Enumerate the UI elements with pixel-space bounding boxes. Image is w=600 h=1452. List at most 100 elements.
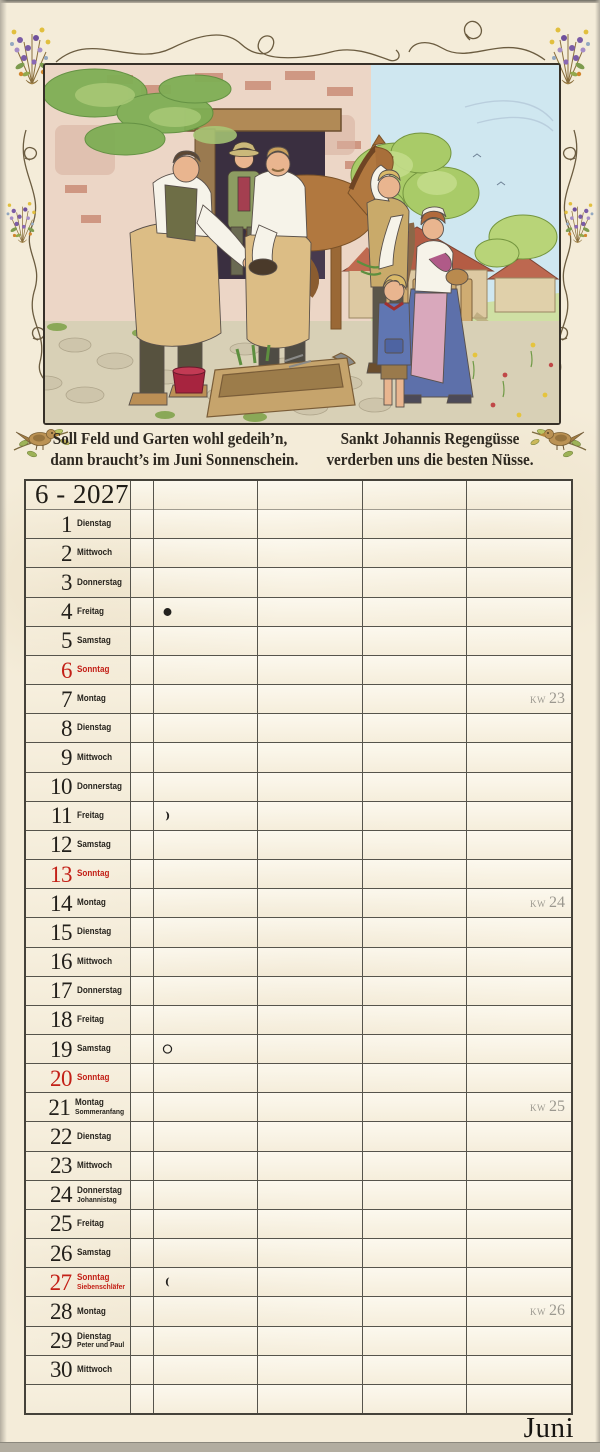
entry-cell[interactable] [466, 918, 571, 947]
entry-cell[interactable] [362, 743, 467, 772]
entry-cell[interactable] [466, 481, 571, 510]
entry-cell[interactable] [154, 1297, 259, 1326]
entry-cell[interactable] [154, 1239, 259, 1268]
entry-cell[interactable] [154, 1384, 259, 1413]
narrow-cell[interactable] [131, 1180, 154, 1209]
entry-cell[interactable] [258, 976, 363, 1005]
entry-cell[interactable] [466, 626, 571, 655]
narrow-cell[interactable] [131, 1005, 154, 1034]
entry-cell[interactable] [154, 714, 259, 743]
entry-cell[interactable] [258, 1384, 363, 1413]
entry-cell[interactable] [362, 830, 467, 860]
entry-cell[interactable] [154, 1122, 259, 1151]
entry-cell[interactable] [466, 597, 571, 626]
entry-cell[interactable] [154, 976, 259, 1005]
narrow-cell[interactable] [131, 714, 154, 743]
entry-cell[interactable] [362, 655, 467, 685]
entry-cell[interactable] [362, 1239, 467, 1268]
entry-cell[interactable] [154, 1326, 259, 1355]
entry-cell[interactable] [154, 1268, 259, 1297]
entry-cell[interactable] [466, 1326, 571, 1355]
entry-cell[interactable] [362, 539, 467, 568]
narrow-cell[interactable] [131, 1384, 154, 1413]
entry-cell[interactable] [466, 830, 571, 860]
entry-cell[interactable] [258, 860, 363, 889]
entry-cell[interactable] [154, 772, 259, 801]
entry-cell[interactable] [362, 597, 467, 626]
entry-cell[interactable] [258, 510, 363, 539]
entry-cell[interactable] [362, 1122, 467, 1151]
narrow-cell[interactable] [131, 918, 154, 947]
entry-cell[interactable] [466, 539, 571, 568]
entry-cell[interactable] [362, 918, 467, 947]
entry-cell[interactable] [466, 714, 571, 743]
entry-cell[interactable] [362, 1034, 467, 1064]
narrow-cell[interactable] [131, 830, 154, 860]
entry-cell[interactable] [258, 1268, 363, 1297]
narrow-cell[interactable] [131, 1209, 154, 1239]
narrow-cell[interactable] [131, 860, 154, 889]
entry-cell[interactable] [362, 772, 467, 801]
entry-cell[interactable] [466, 1355, 571, 1384]
entry-cell[interactable] [258, 1122, 363, 1151]
entry-cell[interactable] [154, 801, 259, 830]
entry-cell[interactable] [362, 1005, 467, 1034]
entry-cell[interactable] [362, 1326, 467, 1355]
narrow-cell[interactable] [131, 1355, 154, 1384]
entry-cell[interactable] [154, 1034, 259, 1064]
narrow-cell[interactable] [131, 655, 154, 685]
entry-cell[interactable] [154, 1151, 259, 1180]
entry-cell[interactable] [258, 801, 363, 830]
entry-cell[interactable] [466, 1005, 571, 1034]
narrow-cell[interactable] [131, 1297, 154, 1326]
entry-cell[interactable] [466, 1034, 571, 1064]
entry-cell[interactable] [466, 1064, 571, 1093]
entry-cell[interactable] [362, 568, 467, 597]
entry-cell[interactable] [258, 1180, 363, 1209]
entry-cell[interactable] [362, 481, 467, 510]
entry-cell[interactable] [154, 1355, 259, 1384]
narrow-cell[interactable] [131, 685, 154, 714]
entry-cell[interactable] [258, 655, 363, 685]
entry-cell[interactable] [362, 1384, 467, 1413]
entry-cell[interactable] [466, 1151, 571, 1180]
narrow-cell[interactable] [131, 481, 154, 510]
entry-cell[interactable] [258, 1326, 363, 1355]
entry-cell[interactable] [466, 1384, 571, 1413]
entry-cell[interactable] [154, 918, 259, 947]
entry-cell[interactable] [258, 1093, 363, 1122]
entry-cell[interactable] [258, 1297, 363, 1326]
entry-cell[interactable] [258, 1005, 363, 1034]
entry-cell[interactable] [362, 1064, 467, 1093]
narrow-cell[interactable] [131, 1268, 154, 1297]
entry-cell[interactable] [154, 1064, 259, 1093]
entry-cell[interactable] [154, 1005, 259, 1034]
narrow-cell[interactable] [131, 801, 154, 830]
entry-cell[interactable] [258, 1034, 363, 1064]
entry-cell[interactable] [154, 1180, 259, 1209]
entry-cell[interactable] [258, 743, 363, 772]
entry-cell[interactable] [258, 947, 363, 976]
entry-cell[interactable] [258, 539, 363, 568]
entry-cell[interactable] [154, 1209, 259, 1239]
entry-cell[interactable] [154, 626, 259, 655]
entry-cell[interactable] [362, 889, 467, 918]
entry-cell[interactable]: KW 26 [466, 1297, 571, 1326]
entry-cell[interactable] [362, 1355, 467, 1384]
entry-cell[interactable] [258, 1355, 363, 1384]
entry-cell[interactable] [466, 655, 571, 685]
entry-cell[interactable]: KW 24 [466, 889, 571, 918]
entry-cell[interactable] [258, 1239, 363, 1268]
entry-cell[interactable] [362, 1180, 467, 1209]
entry-cell[interactable] [362, 947, 467, 976]
narrow-cell[interactable] [131, 772, 154, 801]
entry-cell[interactable] [466, 1268, 571, 1297]
narrow-cell[interactable] [131, 1064, 154, 1093]
entry-cell[interactable] [154, 743, 259, 772]
entry-cell[interactable] [466, 1239, 571, 1268]
narrow-cell[interactable] [131, 743, 154, 772]
entry-cell[interactable] [362, 1151, 467, 1180]
entry-cell[interactable] [466, 947, 571, 976]
entry-cell[interactable] [362, 976, 467, 1005]
entry-cell[interactable] [154, 510, 259, 539]
